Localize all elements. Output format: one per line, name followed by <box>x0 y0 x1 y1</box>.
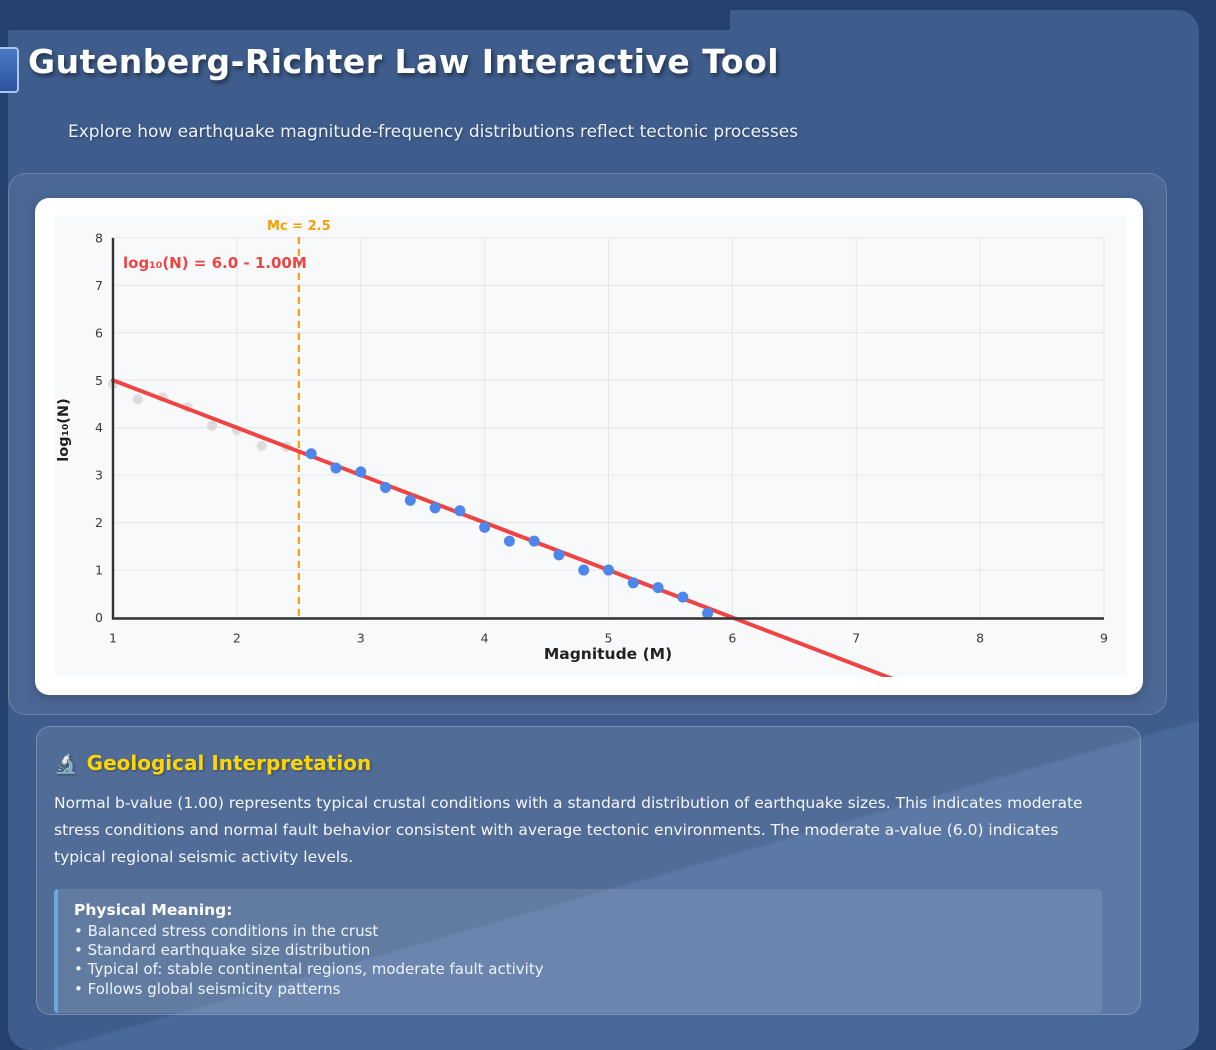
interpretation-section: 🔬 Geological Interpretation Normal b-valu… <box>36 726 1141 1015</box>
x-tick-label: 6 <box>728 631 736 646</box>
x-tick-label: 9 <box>1100 631 1108 646</box>
microscope-icon: 🔬 <box>54 753 78 775</box>
physical-meaning-bullet: Typical of: stable continental regions, … <box>74 960 1086 979</box>
x-tick-label: 3 <box>357 631 365 646</box>
physical-meaning-bullet: Standard earthquake size distribution <box>74 941 1086 960</box>
physical-meaning-box: Physical Meaning: Balanced stress condit… <box>54 889 1102 1013</box>
page-subtitle: Explore how earthquake magnitude-frequen… <box>68 122 799 142</box>
y-tick-label: 7 <box>95 278 103 293</box>
data-point-above-mc <box>330 462 342 474</box>
y-tick-label: 5 <box>95 373 103 388</box>
y-axis-title: log₁₀(N) <box>56 398 72 461</box>
data-point-above-mc <box>503 535 515 547</box>
physical-meaning-list: Balanced stress conditions in the crustS… <box>74 922 1086 999</box>
y-tick-label: 6 <box>95 325 103 340</box>
data-point-above-mc <box>677 591 689 603</box>
y-tick-label: 1 <box>95 563 103 578</box>
data-point-above-mc <box>479 521 491 533</box>
plot-background <box>55 215 1127 677</box>
data-point-above-mc <box>429 502 441 514</box>
x-tick-label: 5 <box>605 631 613 646</box>
y-tick-label: 0 <box>95 610 103 625</box>
data-point-below-mc <box>132 394 143 405</box>
page-title: Gutenberg-Richter Law Interactive Tool <box>28 42 780 81</box>
fit-equation-annotation: log₁₀(N) = 6.0 - 1.00M <box>123 254 307 272</box>
physical-meaning-bullet: Follows global seismicity patterns <box>74 980 1086 999</box>
data-point-above-mc <box>404 494 416 506</box>
data-point-above-mc <box>702 607 714 619</box>
x-tick-label: 7 <box>852 631 860 646</box>
y-tick-label: 4 <box>95 420 103 435</box>
data-point-above-mc <box>528 535 540 547</box>
y-tick-label: 3 <box>95 468 103 483</box>
data-point-above-mc <box>652 582 664 594</box>
physical-meaning-bullet: Balanced stress conditions in the crust <box>74 922 1086 941</box>
gutenberg-richter-fit-line <box>111 378 896 682</box>
app-logo-icon <box>0 47 19 93</box>
axes <box>111 237 1104 620</box>
data-point-above-mc <box>578 564 590 576</box>
completeness-label: Mc = 2.5 <box>267 219 331 234</box>
data-point-above-mc <box>305 448 317 460</box>
data-point-above-mc <box>553 549 565 561</box>
x-tick-label: 2 <box>233 631 241 646</box>
y-tick-label: 8 <box>95 230 103 245</box>
data-point-below-mc <box>207 420 218 431</box>
x-tick-label: 8 <box>976 631 984 646</box>
interpretation-heading-label: Geological Interpretation <box>86 751 372 775</box>
data-point-above-mc <box>355 466 367 478</box>
physical-meaning-heading: Physical Meaning: <box>74 901 233 919</box>
data-point-above-mc <box>380 481 392 493</box>
data-point-above-mc <box>454 505 466 517</box>
chart-card: Mc = 2.5 1 2 3 4 5 6 7 8 9 0 1 2 3 4 5 6 7 8 Magnitude (M) l… <box>35 198 1143 695</box>
x-tick-label: 4 <box>481 631 489 646</box>
top-dark-band <box>0 0 730 30</box>
y-tick-label: 2 <box>95 515 103 530</box>
interpretation-body: Normal b-value (1.00) represents typical… <box>54 794 1083 866</box>
x-axis-title: Magnitude (M) <box>544 645 672 663</box>
data-point-above-mc <box>627 577 639 589</box>
data-point-above-mc <box>603 564 614 576</box>
x-tick-label: 1 <box>109 631 117 646</box>
interpretation-heading: 🔬 Geological Interpretation <box>54 751 1123 775</box>
magnitude-frequency-chart[interactable]: Mc = 2.5 1 2 3 4 5 6 7 8 9 0 1 2 3 4 5 6 7 8 Magnitude (M) l… <box>55 215 1127 682</box>
data-point-below-mc <box>256 440 267 451</box>
